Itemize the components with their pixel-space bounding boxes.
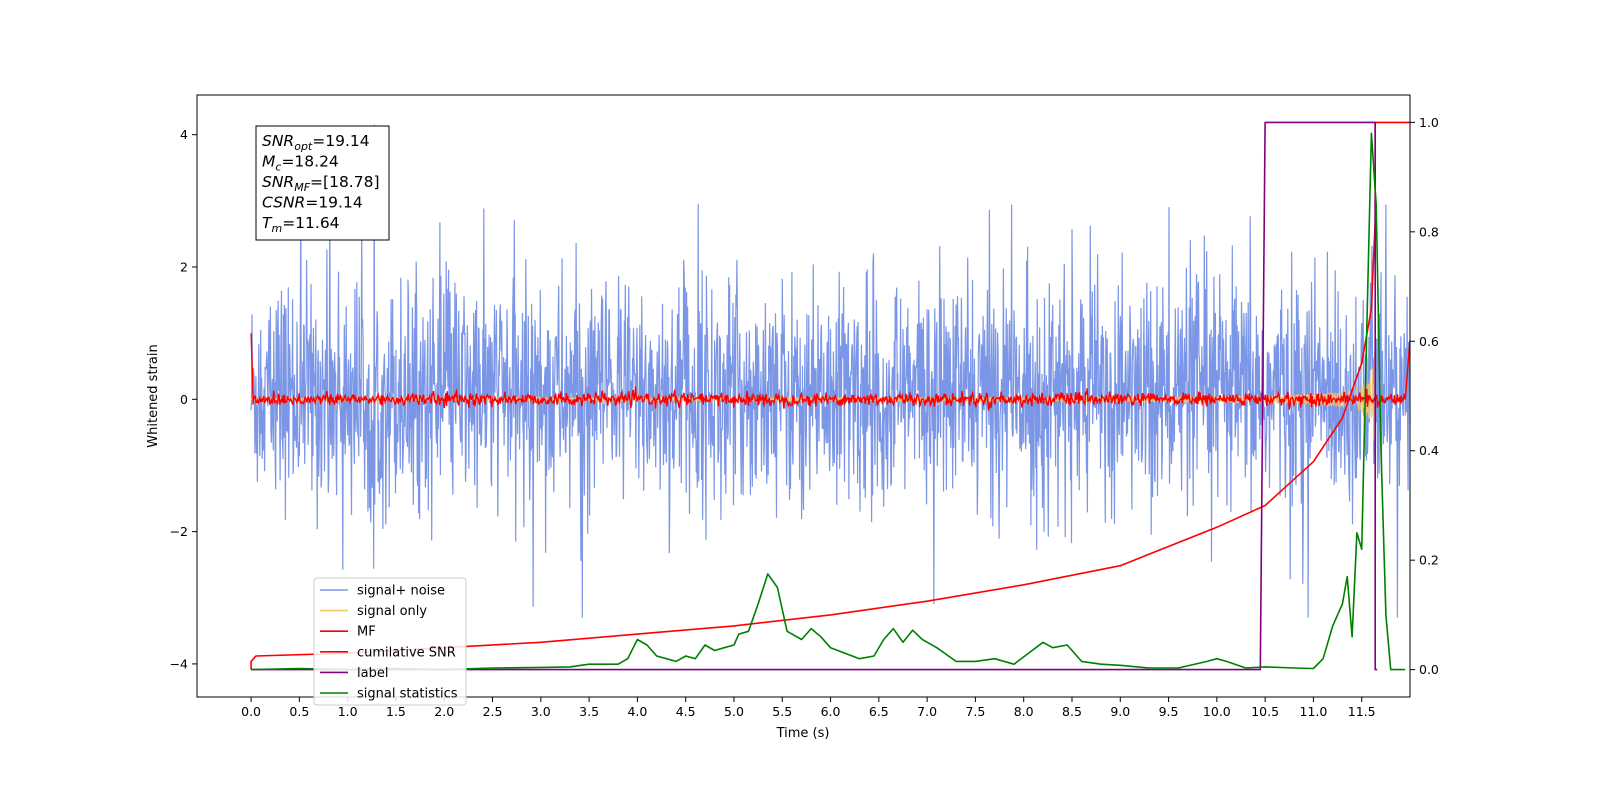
x-tick-label: 5.0	[724, 704, 744, 719]
legend-label: cumilative SNR	[357, 645, 456, 660]
x-tick-label: 1.0	[338, 704, 358, 719]
plot-frame	[196, 94, 1411, 698]
x-tick-label: 6.0	[821, 704, 841, 719]
y2-tick-label: 0.0	[1419, 662, 1439, 677]
x-tick-label: 0.5	[289, 704, 309, 719]
y-tick-label: −4	[170, 656, 188, 671]
x-tick-label: 11.0	[1300, 704, 1328, 719]
legend-label: signal+ noise	[357, 584, 445, 599]
series-line-signal-noise	[250, 124, 1411, 618]
legend-label: signal only	[357, 604, 427, 619]
x-tick-label: 3.5	[579, 704, 599, 719]
x-tick-label: 7.5	[965, 704, 985, 719]
stat-line: SNRMF=[18.78]	[262, 173, 380, 194]
y2-tick-label: 0.8	[1419, 224, 1439, 239]
y2-axis-ticks: 1.0 0.8 0.6 0.4 0.2 0.0	[1410, 115, 1439, 677]
stats-annotation-box: SNRopt=19.14Mc=18.24SNRMF=[18.78]CSNR=19…	[255, 125, 390, 241]
x-tick-label: 2.5	[483, 704, 503, 719]
x-tick-label: 0.0	[241, 704, 261, 719]
x-tick-label: 8.0	[1014, 704, 1034, 719]
x-tick-label: 1.5	[386, 704, 406, 719]
y-axis-ticks: 4 2 0 −2 −4	[170, 127, 197, 671]
stat-line: Mc=18.24	[262, 153, 339, 174]
legend: signal+ noise signal only MF cumilative SNR…	[313, 577, 467, 706]
x-tick-label: 2.0	[434, 704, 454, 719]
legend-label: signal statistics	[357, 687, 458, 702]
y-tick-label: 2	[180, 260, 188, 275]
stat-line: SNRopt=19.14	[262, 132, 370, 153]
x-tick-label: 4.5	[676, 704, 696, 719]
series-line-label	[251, 121, 1378, 671]
x-tick-label: 7.0	[917, 704, 937, 719]
series-line-signal-statistics	[251, 132, 1406, 671]
legend-label: MF	[357, 625, 376, 640]
x-tick-label: 9.0	[1110, 704, 1130, 719]
y-tick-label: 0	[180, 392, 188, 407]
x-axis-ticks: 0.0 0.5 1.0 1.5 2.0 2.5 3.0 3.5 4.0 4.5 5.0 5.5 6.0 6…	[241, 697, 1376, 719]
x-tick-label: 8.5	[1062, 704, 1082, 719]
y-tick-label: 4	[180, 127, 188, 142]
x-tick-label: 10.5	[1251, 704, 1279, 719]
x-tick-label: 4.0	[627, 704, 647, 719]
x-tick-label: 9.5	[1159, 704, 1179, 719]
series-line-mf	[250, 333, 1411, 411]
y-tick-label: −2	[170, 524, 188, 539]
legend-label: label	[357, 666, 388, 681]
y2-tick-label: 0.6	[1419, 334, 1439, 349]
x-tick-label: 5.5	[772, 704, 792, 719]
x-tick-label: 6.5	[869, 704, 889, 719]
y2-tick-label: 0.4	[1419, 443, 1439, 458]
y2-tick-label: 1.0	[1419, 115, 1439, 130]
x-tick-label: 11.5	[1348, 704, 1376, 719]
stat-line: CSNR=19.14	[262, 194, 363, 212]
stat-line: Tm=11.64	[262, 214, 340, 235]
x-tick-label: 3.0	[531, 704, 551, 719]
y2-tick-label: 0.2	[1419, 553, 1439, 568]
x-tick-label: 10.0	[1203, 704, 1231, 719]
y-axis-label: Whitened strain	[146, 344, 161, 447]
x-axis-label: Time (s)	[776, 726, 830, 741]
